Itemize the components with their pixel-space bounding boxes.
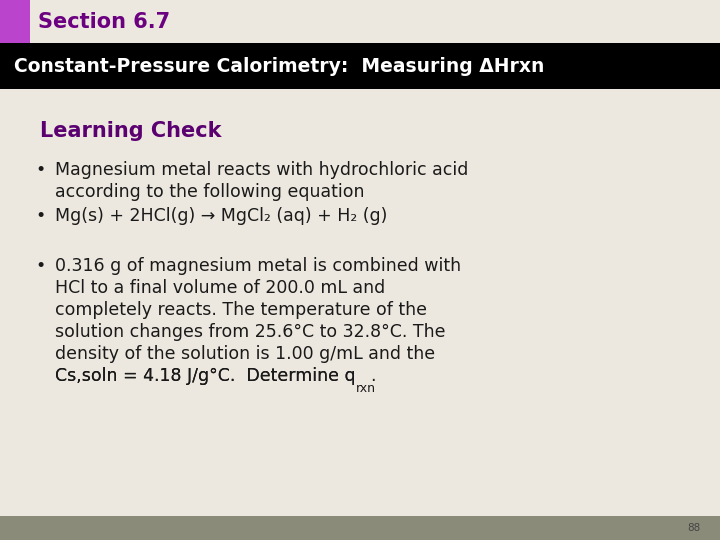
Text: Cs,soln = 4.18 J/g°C.  Determine q: Cs,soln = 4.18 J/g°C. Determine q (55, 367, 356, 385)
Bar (0, 516, 720, 540)
Text: •: • (35, 161, 45, 179)
Text: rxn: rxn (356, 382, 376, 395)
Text: Constant-Pressure Calorimetry:  Measuring ΔHrxn: Constant-Pressure Calorimetry: Measuring… (14, 57, 544, 76)
Text: completely reacts. The temperature of the: completely reacts. The temperature of th… (55, 301, 427, 319)
Text: Magnesium metal reacts with hydrochloric acid: Magnesium metal reacts with hydrochloric… (55, 161, 469, 179)
Bar (0, 43, 720, 89)
Text: Section 6.7: Section 6.7 (38, 11, 170, 31)
Text: according to the following equation: according to the following equation (55, 183, 364, 201)
Text: 88: 88 (687, 523, 700, 533)
Text: Learning Check: Learning Check (40, 121, 222, 141)
Text: •: • (35, 207, 45, 225)
Bar (0, 0, 30, 43)
Text: •: • (35, 257, 45, 275)
Text: .: . (371, 367, 376, 385)
Text: 0.316 g of magnesium metal is combined with: 0.316 g of magnesium metal is combined w… (55, 257, 461, 275)
Text: Mg(s) + 2HCl(g) → MgCl₂ (aq) + H₂ (g): Mg(s) + 2HCl(g) → MgCl₂ (aq) + H₂ (g) (55, 207, 387, 225)
Text: HCl to a final volume of 200.0 mL and: HCl to a final volume of 200.0 mL and (55, 279, 385, 297)
Text: Cs,soln = 4.18 J/g°C.  Determine q: Cs,soln = 4.18 J/g°C. Determine q (55, 367, 356, 385)
Text: density of the solution is 1.00 g/mL and the: density of the solution is 1.00 g/mL and… (55, 345, 435, 363)
Text: solution changes from 25.6°C to 32.8°C. The: solution changes from 25.6°C to 32.8°C. … (55, 323, 446, 341)
